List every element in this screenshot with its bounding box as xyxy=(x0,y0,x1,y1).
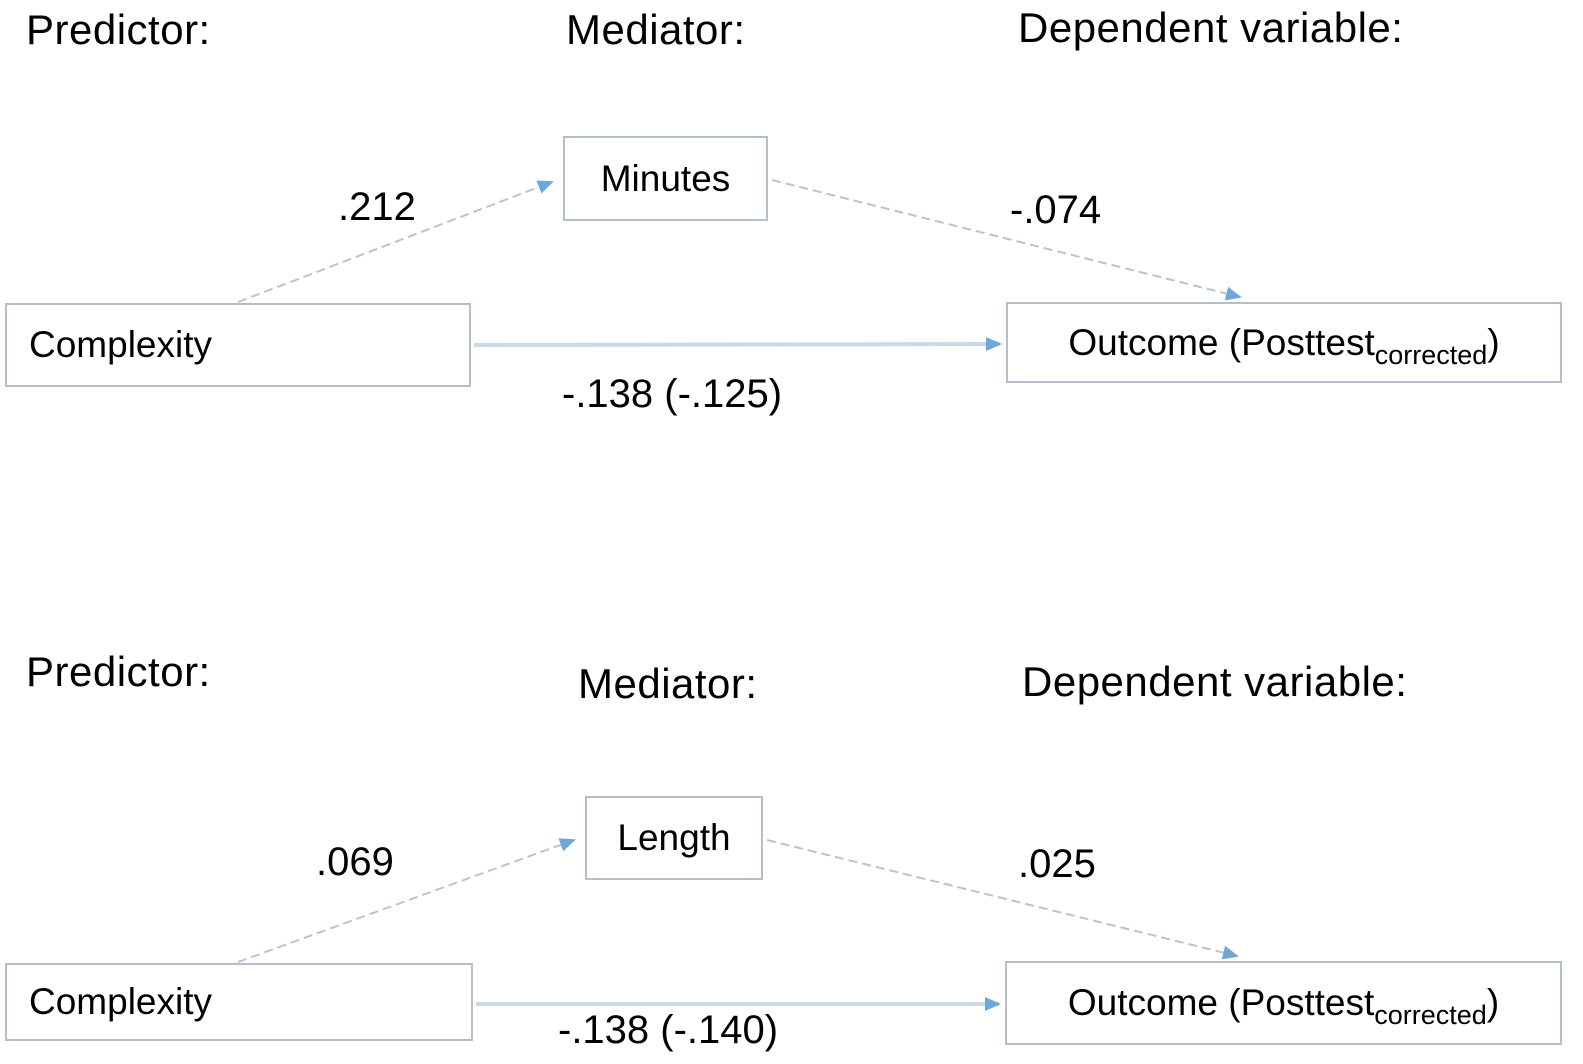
outcome-box: Outcome (Posttestcorrected) xyxy=(1006,302,1562,383)
outcome-subscript: corrected xyxy=(1374,339,1488,370)
outcome-subscript: corrected xyxy=(1374,1000,1487,1030)
header-dependent-variable: Dependent variable: xyxy=(1018,4,1404,51)
arrow-bottom-mediator-to-outcome xyxy=(766,839,1239,960)
predictor-box-complexity: Complexity xyxy=(5,963,473,1041)
arrow-top-direct-path xyxy=(473,337,1002,352)
arrow-top-mediator-to-outcome xyxy=(771,179,1242,301)
outcome-main-text: Outcome (Posttest xyxy=(1068,321,1375,363)
coef-b-label: -.074 xyxy=(1010,188,1102,232)
mediator-box-minutes: Minutes xyxy=(563,136,768,221)
coef-a-label: .069 xyxy=(316,840,394,884)
arrow-bottom-predictor-to-mediator xyxy=(237,838,576,963)
header-dependent-variable: Dependent variable: xyxy=(1022,658,1408,705)
mediator-box-label: Minutes xyxy=(600,157,731,199)
header-predictor: Predictor: xyxy=(26,6,211,53)
predictor-box-label: Complexity xyxy=(29,324,212,365)
header-mediator: Mediator: xyxy=(566,6,746,53)
outcome-box-label: Outcome (Posttestcorrected) xyxy=(1067,982,1500,1029)
outcome-close-paren: ) xyxy=(1486,982,1500,1023)
coef-direct-label: -.138 (-.125) xyxy=(562,372,783,416)
predictor-box-label: Complexity xyxy=(29,981,212,1022)
outcome-box-label: Outcome (Posttestcorrected) xyxy=(1068,321,1500,369)
coef-direct-label: -.138 (-.140) xyxy=(558,1008,779,1052)
header-mediator: Mediator: xyxy=(578,660,758,707)
outcome-close-paren: ) xyxy=(1487,321,1500,363)
outcome-box: Outcome (Posttestcorrected) xyxy=(1005,961,1562,1045)
mediator-box-label: Length xyxy=(617,817,731,858)
mediator-box-length: Length xyxy=(585,796,763,880)
outcome-main-text: Outcome (Posttest xyxy=(1067,982,1375,1023)
coef-a-label: .212 xyxy=(338,185,416,229)
predictor-box-complexity: Complexity xyxy=(5,303,471,387)
coef-b-label: .025 xyxy=(1018,842,1096,886)
header-predictor: Predictor: xyxy=(26,648,211,695)
